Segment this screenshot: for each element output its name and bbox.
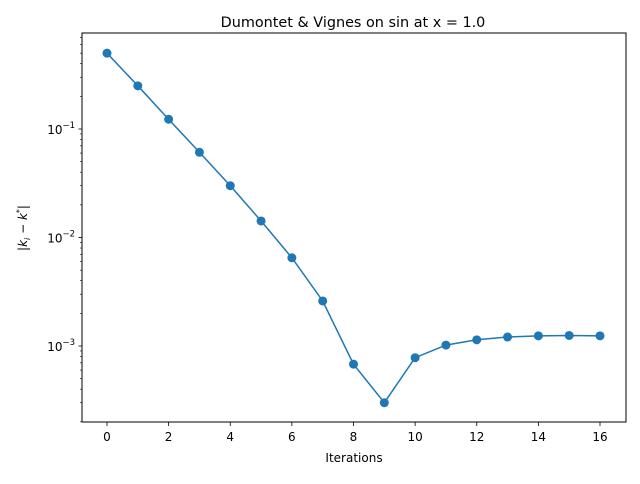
plot-frame [81, 32, 627, 423]
x-tick-label: 16 [592, 430, 607, 444]
x-axis-label: Iterations [325, 451, 382, 465]
data-point [256, 216, 266, 226]
data-point [564, 330, 574, 340]
y-tick-label: 10−1 [47, 121, 75, 137]
y-tick-label: 10−3 [47, 338, 75, 354]
x-tick-label: 6 [288, 430, 296, 444]
y-axis: 10−1 10−2 10−3 [47, 37, 82, 423]
series-line [106, 52, 601, 404]
data-point [349, 359, 358, 369]
data-point [441, 340, 451, 350]
x-tick-label: 0 [103, 430, 111, 444]
x-axis: 0 2 4 6 8 10 12 14 16 [103, 422, 608, 444]
data-point [410, 353, 420, 363]
x-tick-label: 2 [165, 430, 173, 444]
data-point [133, 81, 143, 91]
data-point [533, 331, 543, 341]
x-tick-label: 4 [226, 430, 234, 444]
data-point [102, 48, 112, 58]
y-tick-label: 10−2 [47, 230, 75, 246]
data-point [164, 114, 174, 124]
x-tick-label: 8 [350, 430, 358, 444]
data-point [503, 332, 513, 342]
data-point [379, 398, 389, 408]
x-tick-label: 10 [407, 430, 422, 444]
data-point [595, 331, 605, 341]
data-series [102, 48, 605, 408]
data-point [194, 147, 204, 157]
svg-text:|ki − k*|: |ki − k*| [15, 205, 32, 251]
x-tick-label: 12 [469, 430, 484, 444]
data-point [318, 296, 328, 306]
chart-title: Dumontet & Vignes on sin at x = 1.0 [221, 15, 486, 31]
data-point [472, 335, 482, 345]
data-point [225, 181, 235, 191]
y-axis-label: |ki − k*| [15, 205, 32, 251]
x-tick-label: 14 [531, 430, 546, 444]
data-point [287, 253, 297, 263]
